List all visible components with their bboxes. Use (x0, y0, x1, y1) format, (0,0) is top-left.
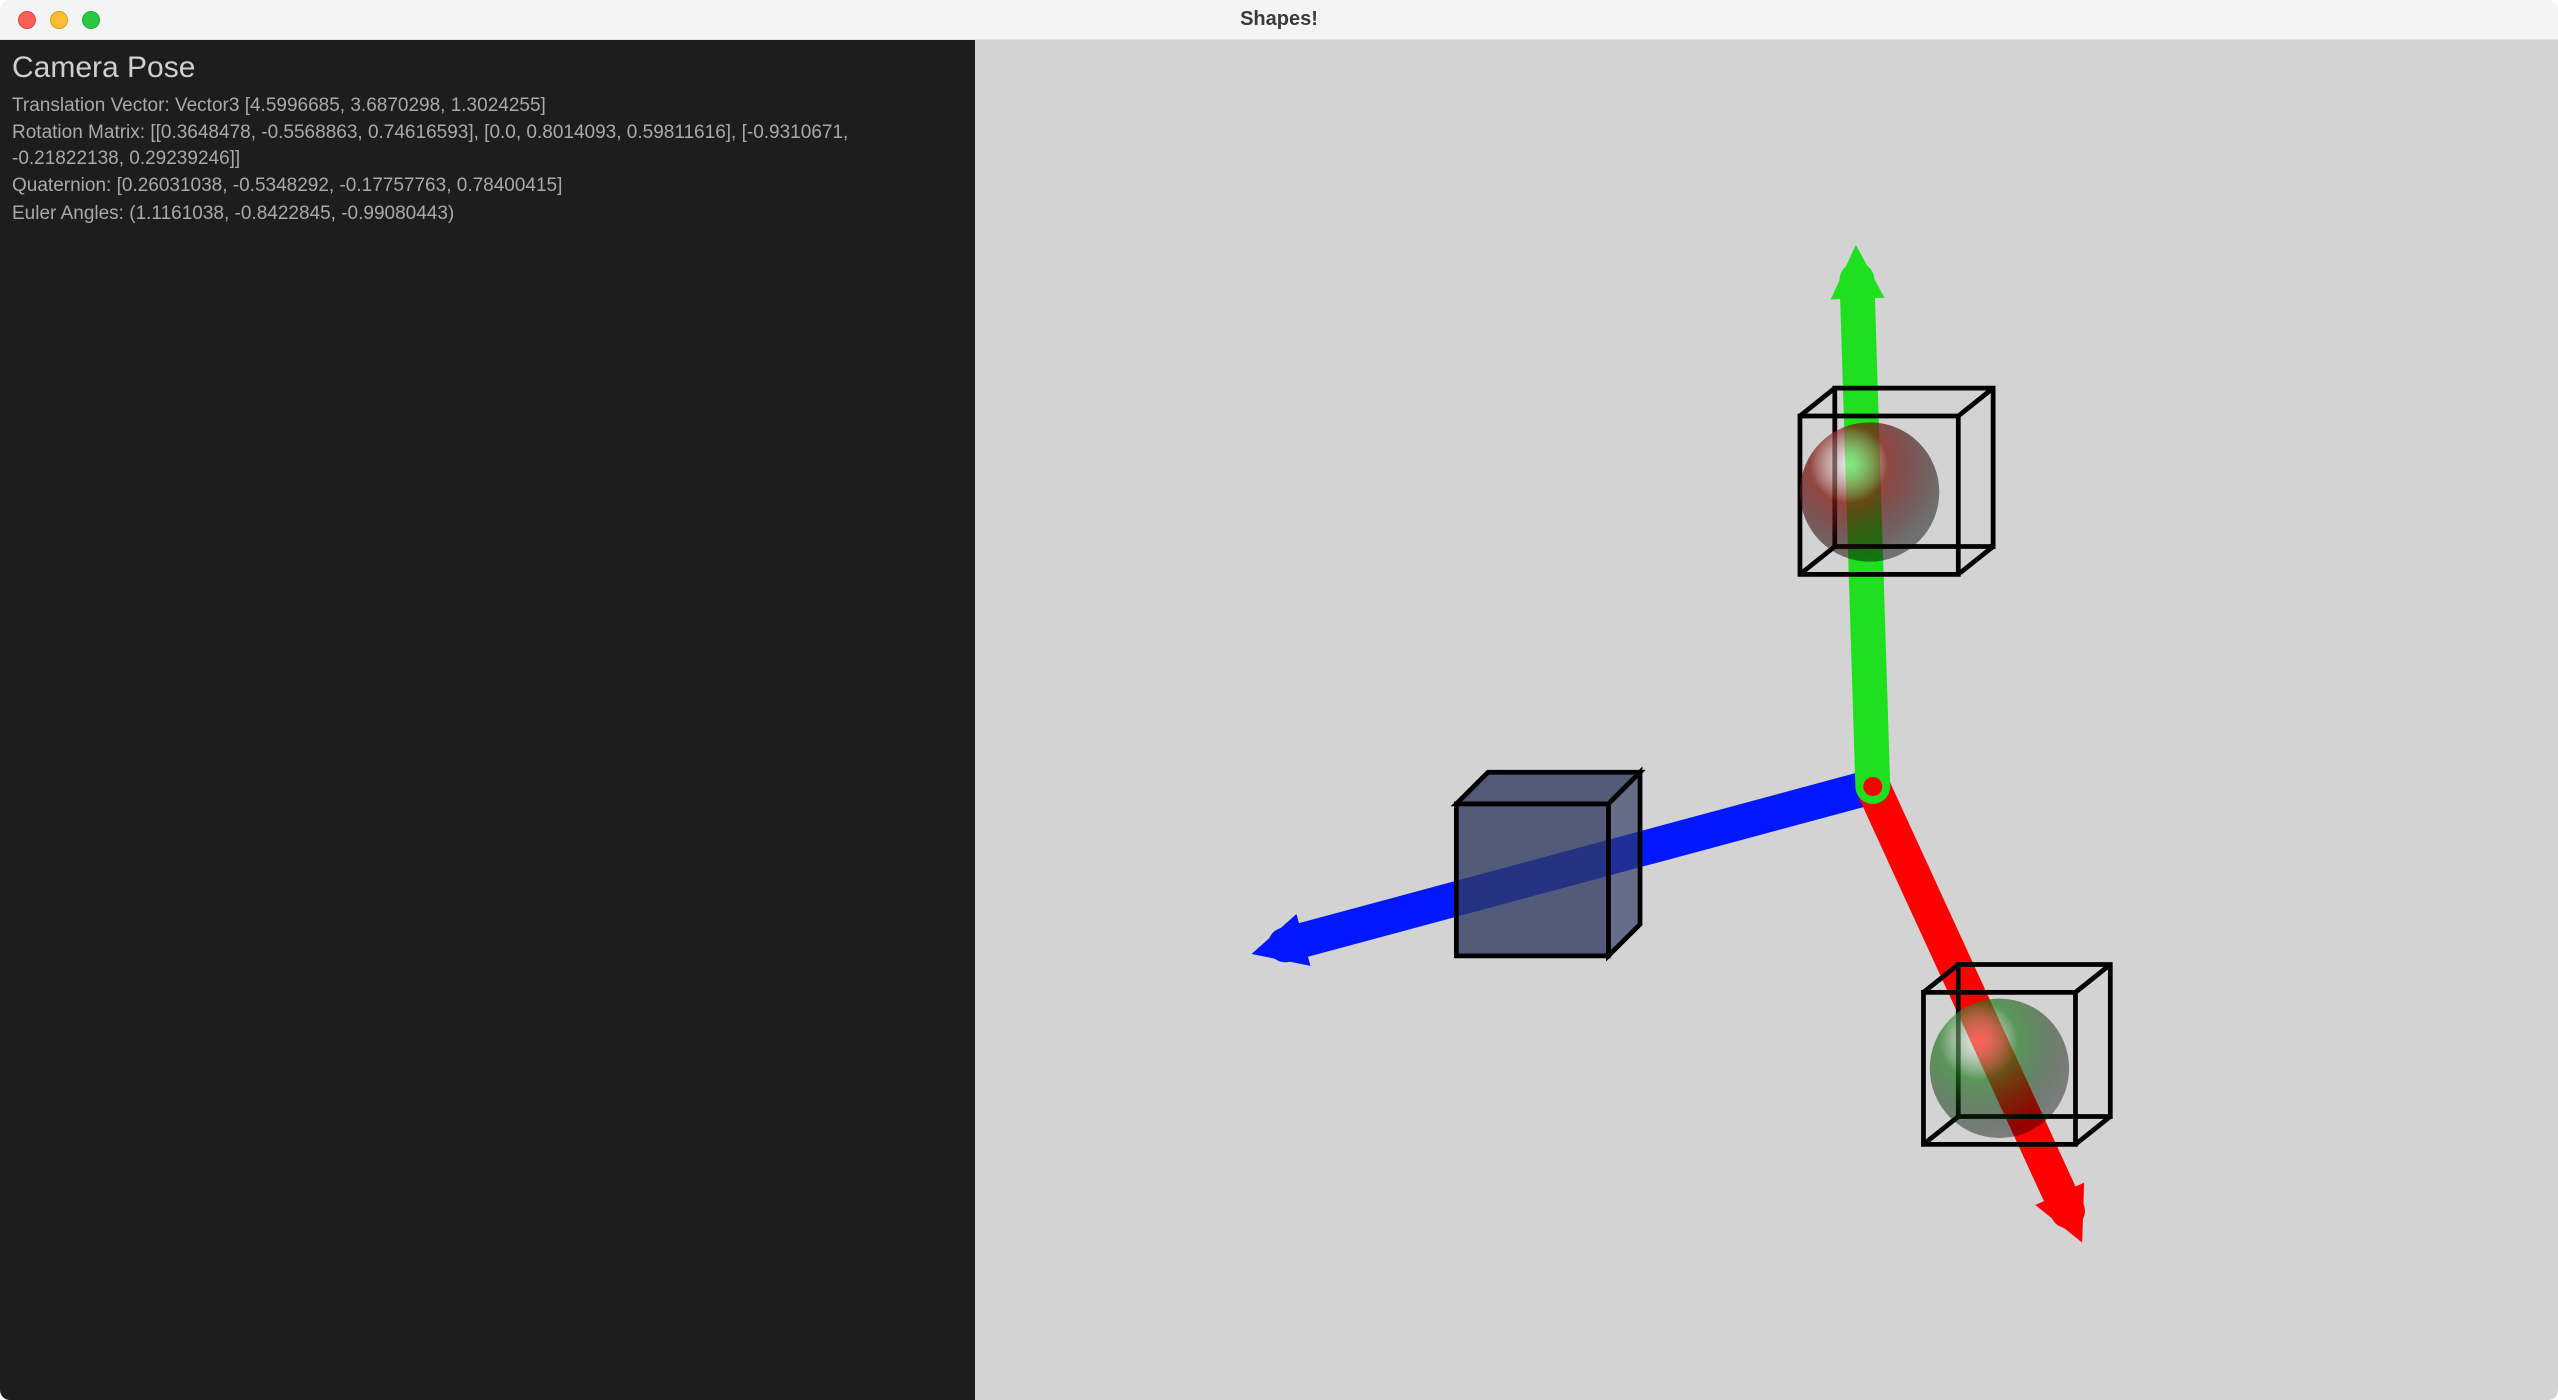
panel-heading: Camera Pose (12, 48, 963, 89)
3d-viewport[interactable] (975, 40, 2558, 1400)
red-sphere (1800, 422, 1939, 561)
green-sphere (1929, 999, 2068, 1138)
window-maximize-button[interactable] (82, 11, 100, 29)
quaternion-text: Quaternion: [0.26031038, -0.5348292, -0.… (12, 173, 963, 199)
origin-point (1863, 777, 1882, 796)
window-minimize-button[interactable] (50, 11, 68, 29)
content-area: Camera Pose Translation Vector: Vector3 … (0, 40, 2558, 1400)
traffic-lights (0, 11, 100, 29)
blue-cube (1456, 772, 1640, 956)
translation-vector-text: Translation Vector: Vector3 [4.5996685, … (12, 93, 963, 119)
titlebar[interactable]: Shapes! (0, 0, 2558, 40)
euler-angles-text: Euler Angles: (1.1161038, -0.8422845, -0… (12, 201, 963, 227)
axis-x (1872, 787, 2067, 1211)
window-title: Shapes! (0, 8, 2558, 31)
rotation-matrix-text: Rotation Matrix: [[0.3648478, -0.5568863… (12, 120, 963, 171)
scene-svg (975, 40, 2558, 1400)
app-window: Shapes! Camera Pose Translation Vector: … (0, 0, 2558, 1400)
window-close-button[interactable] (18, 11, 36, 29)
info-panel: Camera Pose Translation Vector: Vector3 … (0, 40, 975, 1400)
